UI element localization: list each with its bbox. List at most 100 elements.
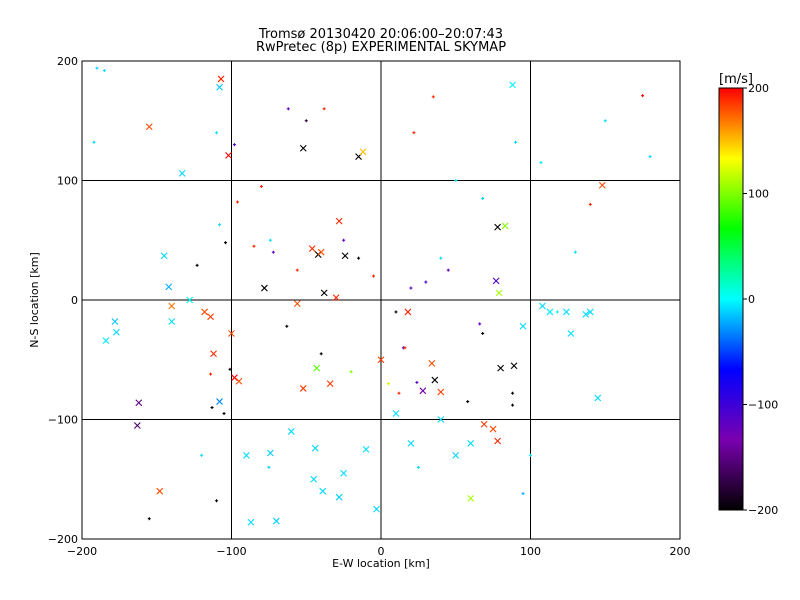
data-point-plus xyxy=(481,196,485,200)
data-point-cross xyxy=(261,284,268,292)
data-point-cross xyxy=(519,322,527,330)
data-point-cross xyxy=(362,445,370,453)
chart-title: Tromsø 20130420 20:06:00–20:07:43 xyxy=(258,27,504,42)
data-point-plus xyxy=(285,324,289,328)
data-point-plus xyxy=(228,367,232,371)
data-point-cross xyxy=(480,420,488,428)
data-point-plus xyxy=(416,465,420,469)
data-point-cross xyxy=(373,505,380,513)
data-point-plus xyxy=(514,140,518,144)
data-point-plus xyxy=(397,391,401,395)
data-point-plus xyxy=(147,517,151,521)
data-point-cross xyxy=(311,444,319,452)
data-point-cross xyxy=(272,517,280,525)
data-point-cross xyxy=(133,422,141,429)
data-point-plus xyxy=(511,391,515,395)
data-point-cross xyxy=(437,416,445,423)
data-point-cross xyxy=(231,374,238,382)
data-point-plus xyxy=(218,223,222,227)
data-point-plus xyxy=(386,382,390,386)
data-point-cross xyxy=(509,81,516,89)
data-points xyxy=(92,66,652,526)
data-point-plus xyxy=(412,131,416,135)
data-point-cross xyxy=(437,388,445,396)
data-point-cross xyxy=(567,330,575,337)
data-point-cross xyxy=(201,308,208,316)
data-point-cross xyxy=(340,469,348,477)
data-point-plus xyxy=(224,241,228,245)
data-point-plus xyxy=(267,465,271,469)
data-point-cross xyxy=(145,123,153,131)
data-point-plus xyxy=(394,310,398,314)
data-point-plus xyxy=(235,200,239,204)
grid-lines xyxy=(82,61,680,539)
data-point-plus xyxy=(454,179,458,182)
colorbar-tick-label: −200 xyxy=(748,504,778,517)
data-point-plus xyxy=(539,161,543,165)
data-point-cross xyxy=(112,328,120,336)
x-axis-label: E-W location [km] xyxy=(332,557,430,570)
colorbar-tick-label: −100 xyxy=(748,399,778,412)
data-point-plus xyxy=(446,268,450,272)
colorbar xyxy=(718,87,744,511)
x-tick-label: 100 xyxy=(520,545,541,558)
data-point-plus xyxy=(342,238,346,242)
data-point-cross xyxy=(467,440,475,447)
data-point-cross xyxy=(308,245,316,253)
data-point-cross xyxy=(341,252,349,260)
data-point-cross xyxy=(492,277,500,285)
colorbar-tick-label: 100 xyxy=(748,188,769,201)
data-point-cross xyxy=(310,475,318,483)
data-point-plus xyxy=(304,119,308,123)
data-point-plus xyxy=(603,119,607,123)
data-point-cross xyxy=(168,302,176,310)
data-point-plus xyxy=(372,274,376,278)
data-point-plus xyxy=(424,280,428,284)
data-point-cross xyxy=(501,222,509,230)
data-point-cross xyxy=(313,364,321,372)
data-point-cross xyxy=(319,487,327,495)
data-point-plus xyxy=(511,403,515,407)
data-point-cross xyxy=(419,387,427,395)
colorbar-ticks: −200 −100 0 100 200 xyxy=(743,82,778,517)
data-point-cross xyxy=(156,487,164,495)
data-point-plus xyxy=(92,140,96,144)
data-point-plus xyxy=(529,453,532,457)
data-point-cross xyxy=(539,302,546,310)
data-point-cross xyxy=(217,75,225,83)
x-tick-label: 200 xyxy=(670,545,691,558)
data-point-cross xyxy=(111,318,119,325)
data-point-plus xyxy=(403,346,407,350)
x-tick-label: −200 xyxy=(67,545,97,558)
data-point-cross xyxy=(497,364,504,372)
data-point-plus xyxy=(232,143,236,147)
data-point-cross xyxy=(586,308,594,316)
data-point-plus xyxy=(295,268,299,272)
data-point-cross xyxy=(407,440,415,447)
data-point-plus xyxy=(588,202,592,206)
data-point-cross xyxy=(135,399,143,407)
data-point-plus xyxy=(555,310,559,314)
data-point-plus xyxy=(259,184,263,188)
data-point-cross xyxy=(299,144,307,152)
y-axis-ticks: −200 −100 0 100 200 xyxy=(48,55,680,546)
data-point-plus xyxy=(409,286,413,290)
data-point-cross xyxy=(510,362,518,370)
data-point-plus xyxy=(349,370,353,374)
data-point-plus xyxy=(210,406,214,410)
data-point-cross xyxy=(216,398,223,405)
data-point-plus xyxy=(478,322,482,326)
data-point-plus xyxy=(95,66,99,70)
data-point-cross xyxy=(546,308,554,316)
y-tick-label: 100 xyxy=(57,175,78,188)
data-point-cross xyxy=(228,330,235,337)
data-point-cross xyxy=(247,518,255,526)
data-point-cross xyxy=(377,356,385,364)
y-tick-label: −100 xyxy=(48,414,78,427)
data-point-plus xyxy=(648,155,652,159)
data-point-plus xyxy=(286,107,290,111)
data-point-cross xyxy=(332,294,340,301)
data-point-plus xyxy=(466,400,470,404)
data-point-cross xyxy=(235,377,243,385)
